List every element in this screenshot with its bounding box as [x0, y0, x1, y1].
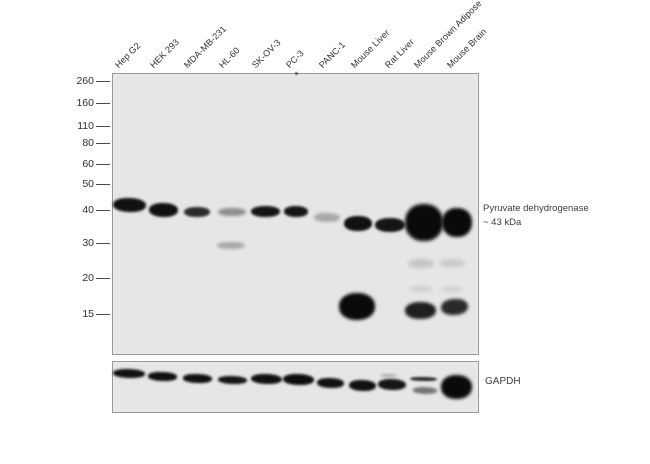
mw-marker-label: 20 [82, 272, 94, 284]
mw-marker-tick [96, 125, 110, 127]
blot-band [217, 374, 248, 385]
mw-marker-260: 260 [0, 75, 112, 87]
blot-band [408, 259, 434, 268]
mw-marker-label: 260 [76, 75, 94, 87]
mw-marker-tick [96, 313, 110, 315]
main-blot-panel [112, 72, 479, 355]
mw-marker-tick [96, 80, 110, 82]
blot-band [148, 202, 179, 218]
mw-marker-label: 15 [82, 308, 94, 320]
gapdh-blot-panel [112, 361, 479, 413]
blot-band [147, 371, 178, 382]
blot-band [441, 375, 472, 399]
blot-band [409, 286, 433, 292]
blot-band [217, 242, 245, 249]
blot-band [441, 287, 463, 292]
blot-band [344, 216, 372, 231]
blot-band [112, 197, 147, 213]
mw-marker-tick [96, 102, 110, 104]
blot-band [313, 212, 341, 223]
mw-marker-tick [96, 209, 110, 211]
blot-band [184, 207, 210, 217]
mw-marker-tick [96, 277, 110, 279]
lane-label-1: Hep G2 [112, 40, 143, 70]
blot-band [251, 206, 280, 217]
blot-band [250, 372, 283, 385]
lane-label-6: PC-3 [283, 48, 306, 70]
blot-band [283, 205, 309, 218]
lane-label-9: Rat Liver [382, 36, 417, 70]
mw-marker-label: 160 [76, 97, 94, 109]
lane-label-5: SK-OV-3 [249, 37, 283, 70]
lane-label-4: HL-60 [216, 45, 242, 70]
blot-band [182, 373, 213, 384]
mw-marker-label: 60 [82, 158, 94, 170]
mw-marker-label: 40 [82, 204, 94, 216]
gapdh-label: GAPDH [485, 376, 521, 387]
mw-marker-40: 40 [0, 204, 112, 216]
blot-band [295, 72, 298, 75]
mw-marker-110: 110 [0, 120, 112, 132]
blot-band [442, 208, 472, 237]
lane-label-2: HEK 293 [147, 36, 181, 70]
mw-marker-20: 20 [0, 272, 112, 284]
blot-band [405, 204, 443, 241]
blot-band [409, 376, 438, 382]
blot-band [112, 368, 146, 379]
mw-marker-tick [96, 142, 110, 144]
blot-band [375, 218, 405, 232]
mw-marker-tick [96, 163, 110, 165]
target-annotation-line1: Pyruvate dehydrogenase [483, 203, 589, 214]
blot-band [405, 302, 436, 319]
blot-band [380, 373, 397, 377]
mw-marker-160: 160 [0, 97, 112, 109]
blot-band [440, 298, 469, 316]
blot-band [316, 377, 345, 388]
blot-band [218, 208, 246, 216]
mw-marker-50: 50 [0, 178, 112, 190]
blot-band [348, 379, 377, 392]
blot-band [412, 386, 438, 394]
mw-marker-label: 80 [82, 137, 94, 149]
mw-marker-60: 60 [0, 158, 112, 170]
mw-marker-30: 30 [0, 237, 112, 249]
blot-band [282, 372, 315, 386]
mw-marker-80: 80 [0, 137, 112, 149]
blot-band [377, 378, 407, 391]
mw-marker-label: 110 [77, 120, 94, 132]
mw-marker-tick [96, 242, 110, 244]
mw-marker-label: 30 [82, 237, 94, 249]
blot-band [440, 259, 465, 267]
lane-label-7: PANC-1 [316, 39, 348, 70]
mw-marker-label: 50 [82, 178, 94, 190]
mw-marker-15: 15 [0, 308, 112, 320]
mw-marker-tick [96, 183, 110, 185]
blot-band [339, 293, 375, 320]
target-annotation-line2: ~ 43 kDa [483, 216, 522, 228]
target-annotation: Pyruvate dehydrogenase ~ 43 kDa [483, 202, 589, 229]
